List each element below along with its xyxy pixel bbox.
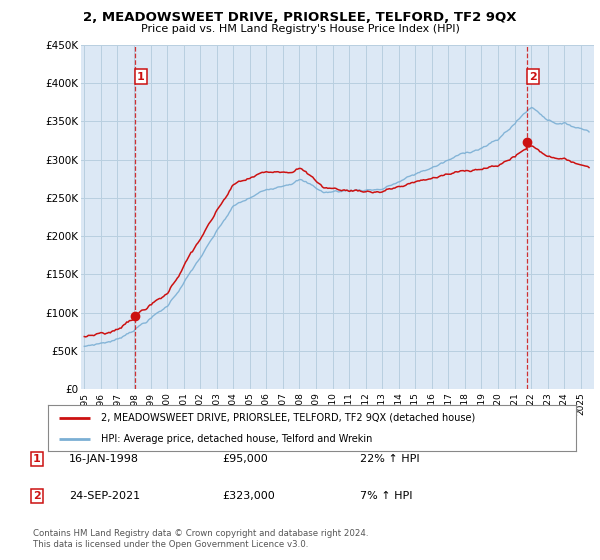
Text: 22% ↑ HPI: 22% ↑ HPI <box>360 454 419 464</box>
Text: 2, MEADOWSWEET DRIVE, PRIORSLEE, TELFORD, TF2 9QX: 2, MEADOWSWEET DRIVE, PRIORSLEE, TELFORD… <box>83 11 517 24</box>
Text: 7% ↑ HPI: 7% ↑ HPI <box>360 491 413 501</box>
Text: 24-SEP-2021: 24-SEP-2021 <box>69 491 140 501</box>
Text: 1: 1 <box>33 454 41 464</box>
Text: 1: 1 <box>137 72 145 82</box>
Text: £95,000: £95,000 <box>222 454 268 464</box>
Text: HPI: Average price, detached house, Telford and Wrekin: HPI: Average price, detached house, Telf… <box>101 434 372 444</box>
Text: 2, MEADOWSWEET DRIVE, PRIORSLEE, TELFORD, TF2 9QX (detached house): 2, MEADOWSWEET DRIVE, PRIORSLEE, TELFORD… <box>101 413 475 423</box>
Text: Price paid vs. HM Land Registry's House Price Index (HPI): Price paid vs. HM Land Registry's House … <box>140 24 460 34</box>
Text: Contains HM Land Registry data © Crown copyright and database right 2024.
This d: Contains HM Land Registry data © Crown c… <box>33 529 368 549</box>
Text: 2: 2 <box>33 491 41 501</box>
Text: £323,000: £323,000 <box>222 491 275 501</box>
Text: 16-JAN-1998: 16-JAN-1998 <box>69 454 139 464</box>
Text: 2: 2 <box>529 72 537 82</box>
